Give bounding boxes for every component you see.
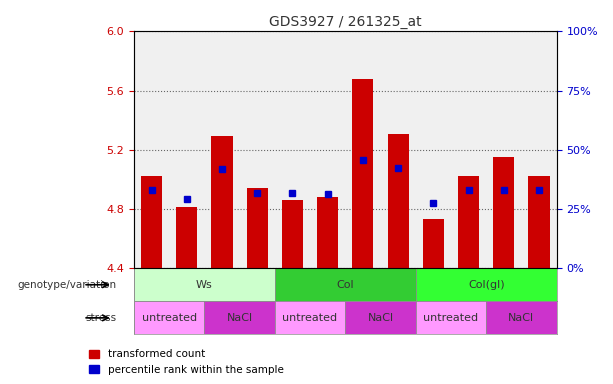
Text: Col(gl): Col(gl) xyxy=(468,280,504,290)
Bar xyxy=(211,136,232,268)
Text: untreated: untreated xyxy=(142,313,197,323)
Text: genotype/variation: genotype/variation xyxy=(17,280,116,290)
Text: stress: stress xyxy=(85,313,116,323)
Text: untreated: untreated xyxy=(283,313,338,323)
Text: untreated: untreated xyxy=(424,313,479,323)
FancyBboxPatch shape xyxy=(486,301,557,334)
Bar xyxy=(352,79,373,268)
Text: NaCl: NaCl xyxy=(227,313,253,323)
Text: Ws: Ws xyxy=(196,280,213,290)
Bar xyxy=(282,200,303,268)
FancyBboxPatch shape xyxy=(134,268,275,301)
Bar xyxy=(493,157,514,268)
Text: NaCl: NaCl xyxy=(508,313,535,323)
Bar xyxy=(246,188,268,268)
Text: NaCl: NaCl xyxy=(367,313,394,323)
Bar xyxy=(317,197,338,268)
FancyBboxPatch shape xyxy=(416,301,486,334)
Legend: transformed count, percentile rank within the sample: transformed count, percentile rank withi… xyxy=(85,345,288,379)
Bar xyxy=(387,134,409,268)
Text: Col: Col xyxy=(337,280,354,290)
Title: GDS3927 / 261325_at: GDS3927 / 261325_at xyxy=(269,15,422,29)
Bar xyxy=(423,219,444,268)
FancyBboxPatch shape xyxy=(275,301,345,334)
Bar xyxy=(458,176,479,268)
Bar xyxy=(528,176,550,268)
FancyBboxPatch shape xyxy=(345,301,416,334)
FancyBboxPatch shape xyxy=(275,268,416,301)
FancyBboxPatch shape xyxy=(204,301,275,334)
Bar xyxy=(176,207,197,268)
Bar xyxy=(141,176,162,268)
FancyBboxPatch shape xyxy=(416,268,557,301)
FancyBboxPatch shape xyxy=(134,301,204,334)
